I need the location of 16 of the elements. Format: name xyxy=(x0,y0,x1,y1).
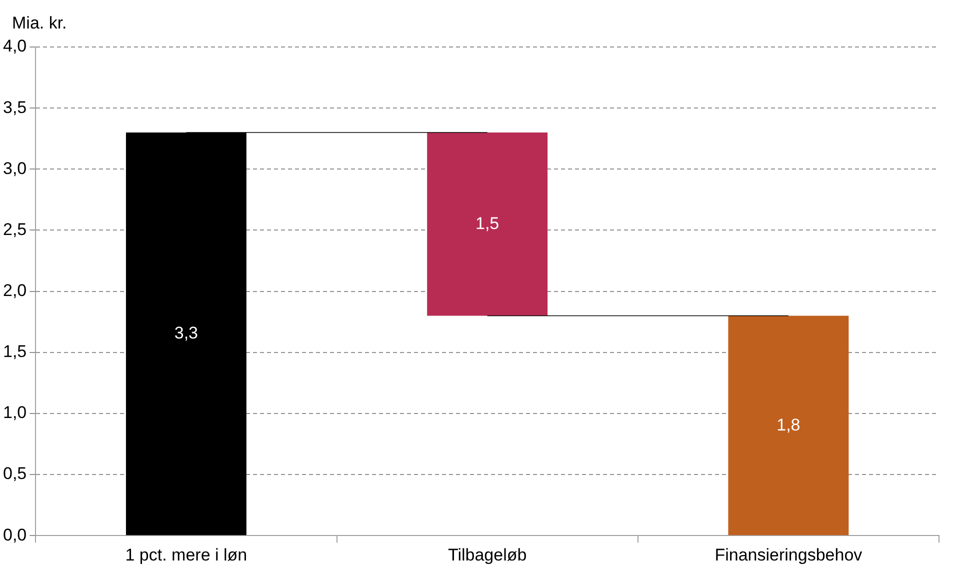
y-tick-label: 2,0 xyxy=(2,280,27,300)
y-tick-label: 3,0 xyxy=(2,158,27,178)
y-tick-label: 0,0 xyxy=(2,525,27,544)
x-tick-label: Tilbageløb xyxy=(448,545,527,564)
y-tick-label: 1,5 xyxy=(2,342,27,362)
x-tick-label: 1 pct. mere i løn xyxy=(125,545,248,564)
data-label: 1,8 xyxy=(776,415,800,434)
y-tick-label: 3,5 xyxy=(2,98,27,117)
x-tick-label: Finansieringsbehov xyxy=(714,545,863,564)
y-tick-label: 1,0 xyxy=(2,403,27,422)
data-label: 3,3 xyxy=(174,324,198,343)
y-tick-label: 4,0 xyxy=(2,36,27,56)
data-label: 1,5 xyxy=(475,214,500,233)
y-tick-label: 2,5 xyxy=(2,220,27,239)
y-axis-title: Mia. kr. xyxy=(12,14,67,33)
y-tick-label: 0,5 xyxy=(2,464,27,484)
